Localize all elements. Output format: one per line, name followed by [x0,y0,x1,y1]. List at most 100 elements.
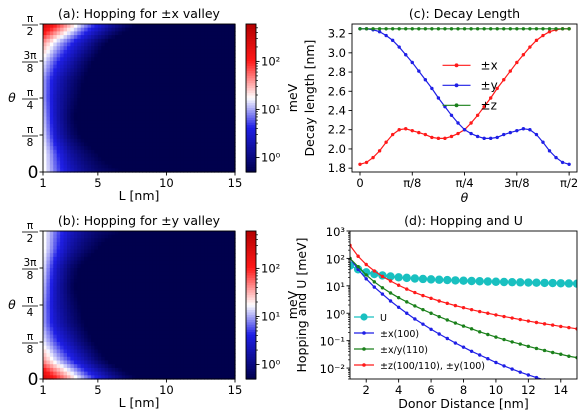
heatmap-cell [91,68,96,73]
data-point [491,277,501,286]
heatmap-cell [228,57,233,62]
heatmap-cell [43,24,48,29]
heatmap-cell [214,98,219,103]
data-point [469,131,473,136]
heatmap-cell [118,101,123,106]
heatmap-cell [115,61,120,66]
heatmap-cell [193,90,198,95]
heatmap-cell [49,264,54,269]
heatmap-cell [49,305,54,310]
heatmap-cell [187,282,192,288]
heatmap-cell [73,157,78,162]
heatmap-cell [84,231,89,236]
heatmap-cell [73,109,78,114]
data-point [482,136,486,141]
heatmap-cell [80,123,85,129]
colorbar-cell [246,68,256,72]
data-point [528,45,532,49]
heatmap-cell [115,101,120,106]
heatmap-cell [221,79,226,84]
heatmap-cell [221,24,226,29]
heatmap-cell [43,316,48,321]
heatmap-cell [80,120,85,125]
heatmap-cell [49,94,54,99]
heatmap-cell [207,49,212,55]
colorbar-cell [246,144,256,148]
heatmap-cell [211,53,216,58]
heatmap-cell [80,116,85,121]
heatmap-cell [101,168,106,173]
heatmap-cell [87,360,92,365]
heatmap-cell [169,90,174,95]
heatmap-cell [149,338,154,343]
heatmap-cell [115,271,120,276]
heatmap-cell [87,345,92,350]
heatmap-cell [115,27,120,32]
heatmap-cell [46,42,51,47]
heatmap-cell [139,260,144,265]
heatmap-cell [183,98,188,103]
heatmap-cell [231,94,236,99]
heatmap-cell [128,27,133,32]
heatmap-cell [159,153,164,158]
heatmap-cell [228,49,233,55]
heatmap-cell [142,42,147,47]
heatmap-cell [97,138,102,143]
heatmap-cell [231,249,236,254]
heatmap-cell [94,327,99,332]
heatmap-cell [108,268,113,273]
heatmap-cell [224,375,229,380]
heatmap-cell [56,319,61,325]
heatmap-cell [149,31,154,36]
heatmap-cell [183,164,188,169]
heatmap-cell [73,242,78,247]
heatmap-cell [204,72,209,77]
heatmap-cell [77,323,82,328]
heatmap-cell [56,330,61,336]
heatmap-cell [200,135,205,140]
colorbar-cell [246,130,256,134]
heatmap-cell [121,256,126,262]
heatmap-cell [128,101,133,106]
heatmap-cell [132,360,137,365]
heatmap-cell [152,112,157,118]
heatmap-cell [70,367,75,373]
heatmap-cell [77,35,82,40]
heatmap-cell [132,68,137,73]
heatmap-cell [180,75,185,81]
heatmap-cell [104,75,109,81]
heatmap-cell [142,153,147,158]
heatmap-cell [221,342,226,347]
heatmap-cell [84,24,89,29]
heatmap-cell [224,83,229,88]
heatmap-cell [97,142,102,147]
heatmap-cell [176,153,181,158]
heatmap-cell [217,146,222,151]
heatmap-cell [49,293,54,299]
heatmap-cell [63,312,68,317]
heatmap-cell [80,46,85,51]
heatmap-cell [80,38,85,44]
heatmap-cell [204,86,209,92]
heatmap-cell [77,72,82,77]
y-tick-denominator: 4 [27,307,34,319]
heatmap-cell [87,297,92,302]
heatmap-cell [97,120,102,125]
heatmap-cell [183,245,188,251]
heatmap-cell [156,356,161,362]
heatmap-cell [80,157,85,162]
heatmap-cell [101,271,106,276]
heatmap-cell [104,79,109,84]
legend-item: ±y [442,78,498,92]
heatmap-cell [125,153,130,158]
heatmap-cell [135,238,140,243]
heatmap-cell [207,301,212,306]
heatmap-cell [132,160,137,166]
heatmap-cell [139,345,144,350]
heatmap-cell [115,94,120,99]
heatmap-cell [193,27,198,32]
heatmap-cell [221,330,226,336]
heatmap-cell [115,105,120,110]
heatmap-cell [228,90,233,95]
heatmap-cell [121,157,126,162]
